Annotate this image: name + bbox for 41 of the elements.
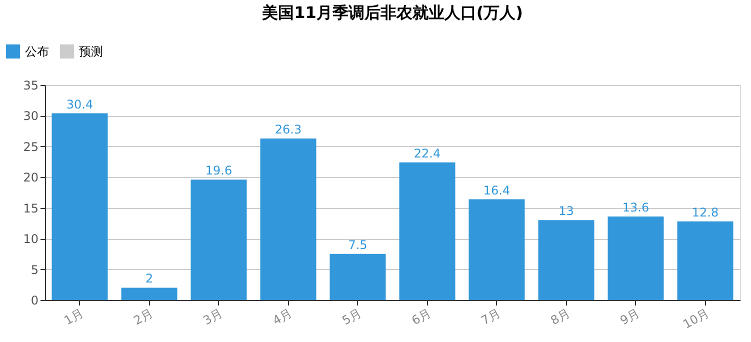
data-label: 19.6 (205, 164, 232, 178)
x-tick-label: 9月 (618, 306, 642, 328)
data-label: 2 (145, 272, 154, 286)
data-label: 12.8 (692, 205, 719, 220)
x-tick-label: 3月 (200, 306, 225, 328)
legend-label: 预测 (79, 44, 103, 58)
bar (677, 221, 734, 300)
y-tick-label: 30 (23, 109, 38, 124)
legend-label: 公布 (25, 44, 49, 58)
y-tick-label: 0 (30, 294, 38, 308)
y-tick-label: 20 (23, 170, 38, 185)
bar (399, 162, 456, 300)
data-label: 30.4 (66, 97, 94, 112)
bar (538, 220, 594, 300)
y-tick-label: 35 (23, 78, 38, 92)
data-label: 7.5 (348, 238, 368, 252)
data-label: 16.4 (483, 183, 510, 198)
data-label: 22.4 (414, 146, 441, 160)
bar (52, 113, 108, 300)
x-tick-label: 8月 (548, 306, 572, 328)
x-tick-label: 5月 (340, 306, 364, 328)
x-tick-label: 1月 (62, 306, 86, 328)
x-tick-label: 6月 (409, 306, 434, 328)
x-tick-label: 2月 (131, 306, 156, 328)
bar (260, 138, 316, 300)
x-tick-label: 7月 (478, 306, 503, 328)
bar (608, 216, 664, 300)
bar (468, 199, 525, 300)
y-tick-label: 25 (23, 140, 38, 154)
data-label: 26.3 (274, 122, 302, 136)
x-tick-label: 4月 (270, 306, 294, 328)
y-tick-label: 10 (23, 232, 38, 246)
data-label: 13.6 (622, 200, 650, 214)
y-tick-label: 5 (30, 262, 38, 277)
bar (190, 180, 247, 300)
data-label: 13 (558, 204, 574, 218)
x-tick-label: 10月 (680, 306, 712, 332)
bar (121, 288, 178, 300)
bar (330, 254, 386, 300)
y-tick-label: 15 (23, 201, 38, 216)
chart-title: 美国11月季调后非农就业人口(万人) (261, 3, 523, 22)
